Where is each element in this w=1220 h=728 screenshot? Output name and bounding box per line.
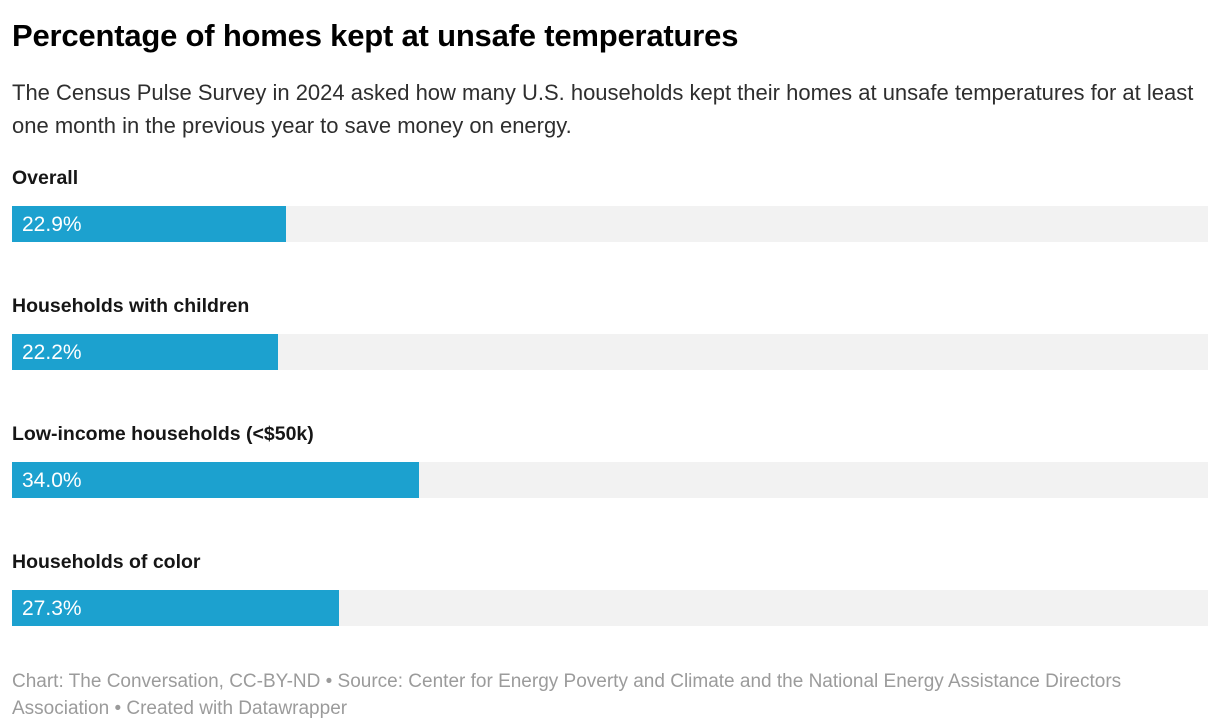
bar-value-label: 34.0% bbox=[22, 468, 82, 492]
category-label: Overall bbox=[12, 167, 79, 189]
bar-row: Households of color 27.3% bbox=[12, 550, 1208, 626]
chart-title: Percentage of homes kept at unsafe tempe… bbox=[12, 18, 739, 53]
bar-chart: Overall 22.9% Households with children 2… bbox=[12, 166, 1208, 626]
bar-track: 34.0% bbox=[12, 462, 1208, 498]
chart-container: Percentage of homes kept at unsafe tempe… bbox=[0, 16, 1220, 722]
bar-value-label: 22.9% bbox=[22, 212, 82, 236]
bar-track: 27.3% bbox=[12, 590, 1208, 626]
bar: 22.9% bbox=[12, 206, 286, 242]
bar-row: Overall 22.9% bbox=[12, 166, 1208, 242]
bar-track: 22.9% bbox=[12, 206, 1208, 242]
category-label: Low-income households (<$50k) bbox=[12, 423, 314, 445]
chart-description: The Census Pulse Survey in 2024 asked ho… bbox=[12, 80, 1194, 138]
bar-value-label: 27.3% bbox=[22, 596, 82, 620]
bar-row: Low-income households (<$50k) 34.0% bbox=[12, 422, 1208, 498]
bar: 22.2% bbox=[12, 334, 278, 370]
bar: 27.3% bbox=[12, 590, 339, 626]
bar: 34.0% bbox=[12, 462, 419, 498]
category-label: Households of color bbox=[12, 551, 201, 573]
category-label: Households with children bbox=[12, 295, 250, 317]
chart-footer-attribution: Chart: The Conversation, CC-BY-ND • Sour… bbox=[12, 671, 1122, 719]
bar-row: Households with children 22.2% bbox=[12, 294, 1208, 370]
bar-track: 22.2% bbox=[12, 334, 1208, 370]
bar-value-label: 22.2% bbox=[22, 340, 82, 364]
